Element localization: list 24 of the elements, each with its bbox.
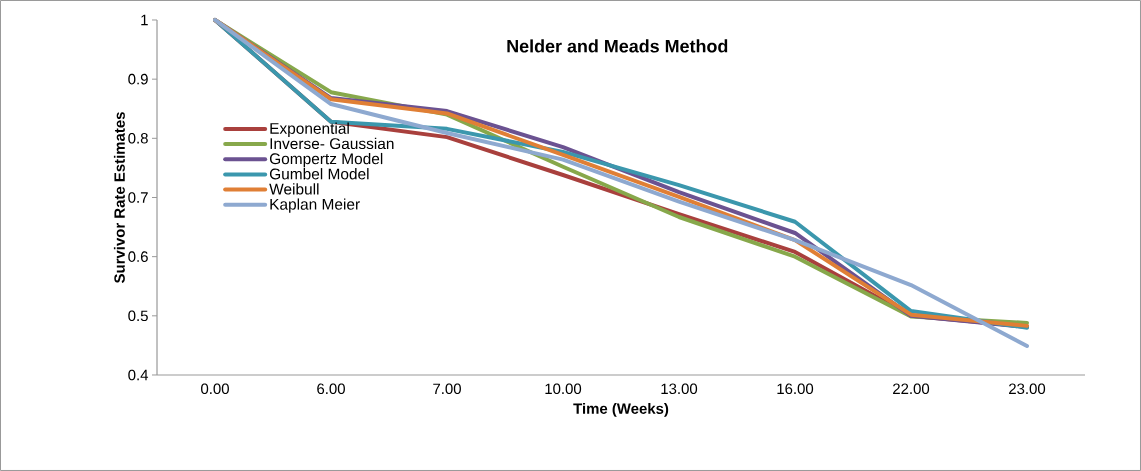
x-tick-label: 16.00 [777, 383, 814, 395]
y-tick-label: 0.4 [128, 369, 149, 381]
x-tick-label: 13.00 [661, 383, 698, 395]
y-tick-label: 1 [141, 14, 148, 26]
y-tick-label: 0.9 [128, 73, 148, 85]
y-axis-title: Survivor Rate Estimates [113, 112, 125, 284]
legend-label: Inverse- Gaussian [270, 137, 394, 150]
legend-label: Gompertz Model [269, 152, 383, 168]
x-tick-label: 7.00 [433, 383, 461, 395]
legend-label: Weibull [269, 183, 319, 195]
y-tick-label: 0.7 [128, 192, 148, 203]
y-tick-label: 0.8 [128, 133, 148, 144]
legend-label: Kaplan Meier [270, 198, 360, 213]
x-tick-label: 22.00 [893, 383, 930, 395]
legend-label: Exponential [270, 122, 349, 137]
legend-label: Gumbel Model [269, 168, 369, 180]
x-axis-title: Time (Weeks) [573, 402, 669, 417]
x-tick-label: 6.00 [317, 383, 345, 395]
y-tick-label: 0.6 [128, 251, 148, 262]
x-tick-label: 10.00 [545, 383, 582, 395]
x-tick-label: 23.00 [1009, 383, 1046, 395]
y-tick-label: 0.5 [128, 310, 148, 322]
x-tick-label: 0.00 [201, 383, 229, 395]
text: Nelder and Meads Method [507, 39, 728, 53]
